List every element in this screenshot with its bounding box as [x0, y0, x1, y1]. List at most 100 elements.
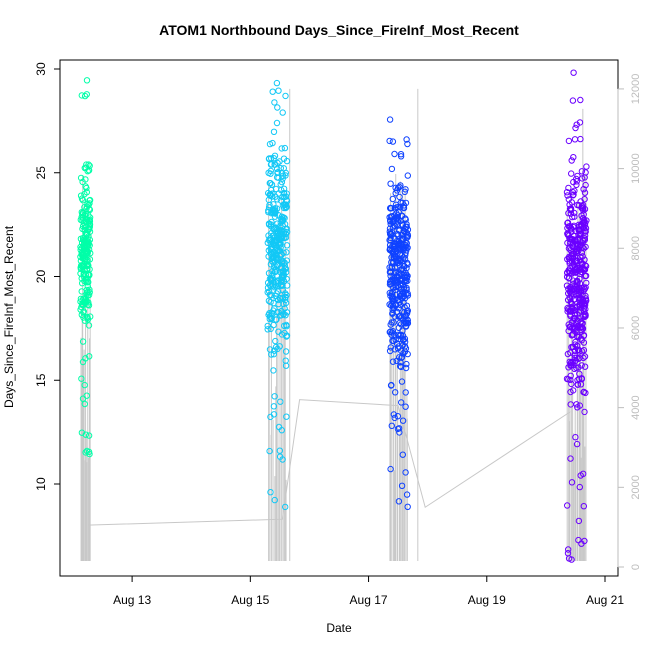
data-point	[401, 255, 409, 263]
data-point	[267, 167, 274, 175]
data-point	[274, 220, 281, 227]
data-point	[395, 498, 403, 505]
data-point	[570, 315, 577, 322]
data-point	[272, 224, 279, 231]
data-point	[281, 305, 288, 312]
data-point	[568, 319, 576, 326]
data-point	[567, 376, 574, 384]
data-point	[402, 294, 409, 302]
data-point	[271, 347, 278, 354]
data-point	[568, 304, 575, 311]
data-point	[82, 176, 89, 183]
data-point	[274, 196, 281, 203]
data-point	[267, 250, 274, 257]
data-point	[400, 336, 407, 343]
data-point	[576, 483, 583, 491]
data-point	[398, 482, 406, 489]
data-point	[577, 253, 584, 261]
data-point	[87, 313, 94, 320]
data-point	[274, 283, 282, 290]
data-point	[578, 540, 585, 547]
data-point	[85, 167, 93, 174]
data-point	[278, 427, 285, 434]
data-point	[281, 259, 288, 266]
data-point	[583, 279, 590, 287]
data-point	[277, 219, 284, 226]
data-point	[568, 199, 575, 206]
data-point	[565, 137, 573, 145]
data-point	[569, 97, 577, 104]
data-point	[80, 308, 88, 315]
data-point	[267, 161, 275, 168]
data-point	[270, 403, 278, 410]
data-point	[581, 174, 588, 181]
data-point	[568, 361, 575, 369]
data-point	[85, 212, 92, 219]
data-point	[269, 272, 276, 279]
data-point	[82, 256, 89, 263]
x-tick-label: Aug 13	[113, 593, 151, 607]
data-point	[404, 350, 411, 358]
data-point	[402, 323, 410, 330]
right-tick-label: 12000	[630, 74, 642, 105]
data-point	[85, 432, 93, 439]
data-point	[391, 222, 398, 229]
data-point	[568, 479, 576, 486]
data-point	[283, 190, 290, 197]
data-point	[572, 434, 579, 441]
data-point	[392, 389, 399, 396]
data-point	[274, 104, 281, 111]
data-point	[79, 211, 86, 218]
data-point	[404, 319, 411, 326]
data-point	[397, 153, 405, 160]
data-point	[570, 69, 577, 76]
data-point	[575, 355, 582, 362]
data-point	[565, 290, 572, 297]
data-point	[576, 301, 584, 308]
data-point	[567, 349, 574, 356]
data-point	[573, 342, 581, 349]
data-point	[83, 184, 90, 192]
data-point	[276, 268, 284, 276]
data-point	[573, 285, 581, 293]
secondary-series	[80, 88, 587, 561]
data-point	[574, 377, 581, 384]
data-point	[386, 347, 394, 355]
data-point	[404, 140, 411, 148]
data-point	[400, 350, 407, 357]
data-point	[575, 364, 582, 371]
data-point	[570, 178, 577, 186]
data-point	[570, 154, 577, 161]
data-point	[391, 235, 398, 243]
data-point	[283, 157, 291, 165]
data-point	[266, 191, 273, 198]
data-point	[582, 272, 590, 279]
y-tick-label: 20	[34, 270, 48, 284]
y-tick-label: 25	[34, 166, 48, 180]
right-tick-label: 4000	[630, 395, 642, 419]
data-point	[398, 399, 405, 406]
data-point	[564, 224, 571, 232]
data-point	[576, 354, 583, 362]
data-point	[402, 249, 409, 257]
data-point	[392, 243, 399, 250]
data-point	[282, 348, 290, 355]
data-point	[280, 214, 287, 221]
data-point	[388, 290, 395, 297]
data-point	[403, 136, 410, 143]
data-point	[388, 205, 395, 212]
data-point	[271, 208, 278, 215]
data-point	[568, 258, 576, 265]
data-point	[281, 201, 288, 208]
data-point	[575, 517, 583, 525]
data-point	[80, 314, 87, 321]
data-point	[282, 503, 289, 511]
data-point	[81, 92, 89, 100]
data-point	[403, 223, 410, 230]
data-point	[395, 243, 402, 251]
data-point	[78, 375, 85, 382]
data-point	[565, 546, 572, 553]
data-point	[278, 145, 285, 152]
data-point	[398, 378, 406, 385]
data-point	[83, 313, 91, 321]
